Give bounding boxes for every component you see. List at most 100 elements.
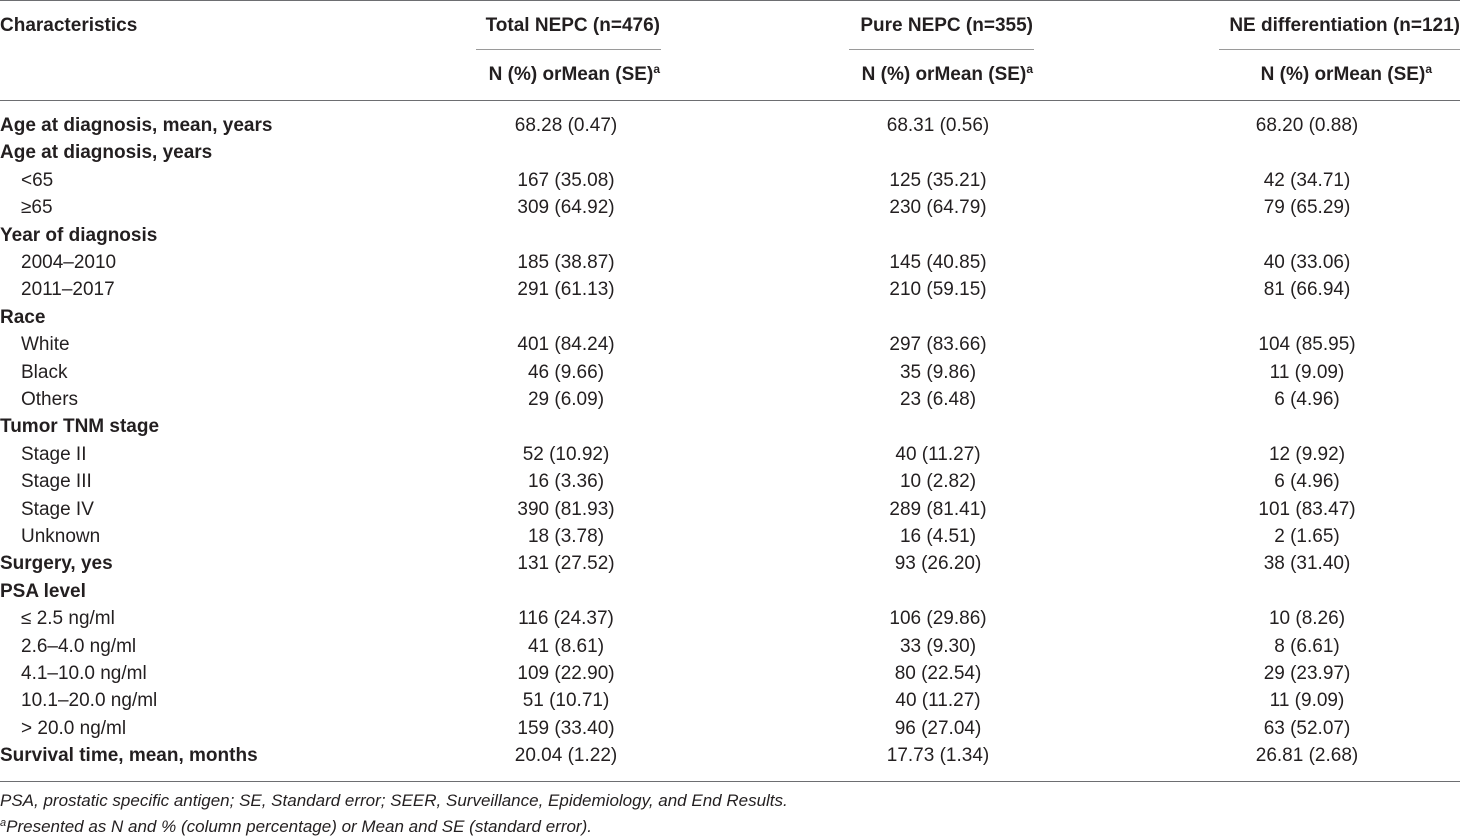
cell-value: 159 (33.40)	[517, 717, 615, 739]
row-label: Stage II	[21, 443, 87, 465]
table-row: Unknown 18 (3.78) 16 (4.51) 2 (1.65)	[0, 523, 1460, 550]
cell-value: 289 (81.41)	[889, 498, 987, 520]
row-label: ≤ 2.5 ng/ml	[21, 608, 115, 630]
header-underline-pure	[849, 49, 1034, 50]
cell-value: 81 (66.94)	[1263, 279, 1351, 301]
table-row: <65 167 (35.08) 125 (35.21) 42 (34.71)	[0, 167, 1460, 194]
footnote-a-marker: a	[0, 817, 7, 829]
cell-value: 230 (64.79)	[889, 197, 987, 219]
row-label: Stage IV	[21, 498, 94, 520]
footnote-marker: a	[1425, 62, 1432, 76]
cell-value: 46 (9.66)	[527, 361, 605, 383]
cell-value: 26.81 (2.68)	[1255, 745, 1359, 767]
row-label: Survival time, mean, months	[0, 745, 258, 767]
cell-value: 18 (3.78)	[527, 526, 605, 547]
cell-value: 40 (11.27)	[895, 443, 981, 465]
cell-value: 10 (2.82)	[899, 471, 977, 493]
table-row: Stage II 52 (10.92) 40 (11.27) 12 (9.92)	[0, 441, 1460, 468]
table-row: Others 29 (6.09) 23 (6.48) 6 (4.96)	[0, 386, 1460, 413]
row-label: 2.6–4.0 ng/ml	[21, 635, 137, 657]
cell-value: 210 (59.15)	[889, 279, 987, 301]
cell-value: 23 (6.48)	[899, 389, 977, 410]
cell-value: 51 (10.71)	[522, 690, 610, 712]
subheader-ne-differentiation: N (%) orMean (SE)a	[1260, 62, 1432, 85]
footnote-abbreviations: PSA, prostatic specific antigen; SE, Sta…	[0, 791, 788, 810]
cell-value: 167 (35.08)	[517, 169, 615, 191]
row-label: Surgery, yes	[0, 553, 113, 575]
row-label: 10.1–20.0 ng/ml	[21, 690, 158, 712]
footnote-a-text: Presented as N and % (column percentage)…	[6, 817, 592, 836]
cell-value: 63 (52.07)	[1263, 717, 1351, 739]
table-row: 2004–2010 185 (38.87) 145 (40.85) 40 (33.06…	[0, 249, 1460, 276]
cell-value: 80 (22.54)	[894, 663, 982, 684]
table-row: Year of diagnosis	[0, 222, 1460, 249]
cell-value: 2 (1.65)	[1274, 526, 1340, 547]
cell-value: 20.04 (1.22)	[514, 745, 618, 767]
table-row: Survival time, mean, months 20.04 (1.22) 1…	[0, 742, 1460, 769]
header-ne-differentiation: NE differentiation (n=121)	[1229, 15, 1460, 36]
cell-value: 52 (10.92)	[522, 443, 610, 465]
subheader-pure-nepc: N (%) orMean (SE)a	[861, 62, 1033, 85]
row-label: 4.1–10.0 ng/ml	[21, 663, 147, 684]
cell-value: 17.73 (1.34)	[886, 745, 990, 767]
cell-value: 11 (9.09)	[1269, 361, 1345, 383]
table-row: Tumor TNM stage	[0, 413, 1460, 440]
cell-value: 33 (9.30)	[899, 635, 977, 657]
cell-value: 68.20 (0.88)	[1255, 115, 1359, 136]
row-label: Race	[0, 306, 46, 328]
header-total-nepc: Total NEPC (n=476)	[485, 15, 660, 36]
cell-value: 125 (35.21)	[889, 169, 987, 191]
header-pure-nepc: Pure NEPC (n=355)	[860, 15, 1033, 36]
cell-value: 116 (24.37)	[518, 608, 614, 630]
row-label: Tumor TNM stage	[0, 416, 160, 438]
cell-value: 12 (9.92)	[1268, 443, 1346, 465]
row-label: White	[21, 334, 70, 356]
cell-value: 11 (9.09)	[1269, 690, 1345, 712]
table-row: > 20.0 ng/ml 159 (33.40) 96 (27.04) 63 (52.…	[0, 715, 1460, 742]
table-row: White 401 (84.24) 297 (83.66) 104 (85.95)	[0, 331, 1460, 358]
cell-value: 96 (27.04)	[894, 717, 982, 739]
cell-value: 6 (4.96)	[1274, 471, 1340, 493]
table-row: 4.1–10.0 ng/ml 109 (22.90) 80 (22.54) 29 (2…	[0, 660, 1460, 687]
cell-value: 109 (22.90)	[517, 663, 615, 684]
cell-value: 297 (83.66)	[889, 334, 987, 356]
cell-value: 40 (11.27)	[895, 690, 981, 712]
cell-value: 68.28 (0.47)	[514, 115, 618, 136]
row-label: Age at diagnosis, years	[0, 142, 213, 164]
cell-value: 10 (8.26)	[1268, 608, 1346, 630]
cell-value: 79 (65.29)	[1263, 197, 1351, 219]
header-characteristics: Characteristics	[0, 15, 138, 36]
footnote-marker: a	[1026, 62, 1033, 76]
cell-value: 29 (23.97)	[1263, 663, 1351, 684]
table-row: 2011–2017 291 (61.13) 210 (59.15) 81 (66.94…	[0, 276, 1460, 303]
cell-value: 291 (61.13)	[517, 279, 615, 301]
row-label: Stage III	[21, 471, 92, 493]
cell-value: 41 (8.61)	[527, 635, 605, 657]
row-label: 2011–2017	[21, 279, 115, 301]
cell-value: 93 (26.20)	[894, 553, 982, 575]
table-row: Race	[0, 304, 1460, 331]
cell-value: 145 (40.85)	[889, 252, 987, 273]
row-label: Black	[21, 361, 68, 383]
table-row: ≥65 309 (64.92) 230 (64.79) 79 (65.29)	[0, 194, 1460, 221]
cell-value: 29 (6.09)	[527, 389, 605, 410]
row-label: ≥65	[21, 197, 53, 219]
table-row: 2.6–4.0 ng/ml 41 (8.61) 33 (9.30) 8 (6.61)	[0, 633, 1460, 660]
cell-value: 390 (81.93)	[517, 498, 615, 520]
row-label: > 20.0 ng/ml	[21, 717, 127, 739]
cell-value: 35 (9.86)	[899, 361, 977, 383]
cell-value: 131 (27.52)	[517, 553, 615, 575]
row-label: Year of diagnosis	[0, 224, 158, 246]
cell-value: 6 (4.96)	[1274, 389, 1340, 410]
cell-value: 104 (85.95)	[1258, 334, 1356, 356]
cell-value: 106 (29.86)	[889, 608, 987, 630]
table-row: Surgery, yes 131 (27.52) 93 (26.20) 38 (31.…	[0, 550, 1460, 577]
cell-value: 185 (38.87)	[517, 252, 615, 273]
row-label: Unknown	[21, 526, 101, 547]
subheader-total-nepc: N (%) orMean (SE)a	[488, 62, 660, 85]
row-label: Others	[21, 389, 79, 410]
table-top-rule	[0, 0, 1460, 1]
row-label: PSA level	[0, 580, 86, 602]
row-label: 2004–2010	[21, 252, 117, 273]
footnote-a: aPresented as N and % (column percentage…	[0, 817, 592, 837]
